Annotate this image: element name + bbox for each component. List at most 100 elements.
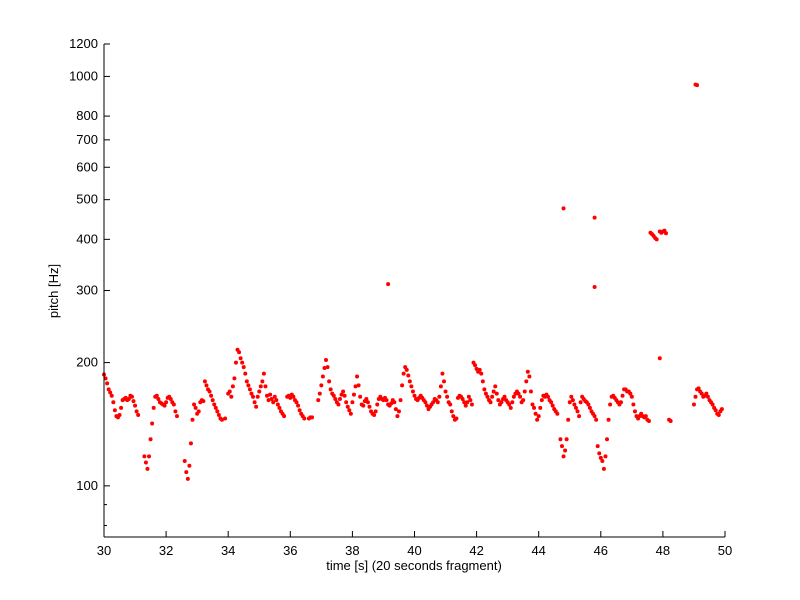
- data-point: [603, 454, 608, 459]
- data-point: [147, 454, 152, 459]
- data-point: [555, 411, 560, 416]
- data-point: [493, 384, 498, 389]
- data-point: [479, 371, 484, 376]
- data-point: [440, 371, 445, 376]
- data-point: [410, 389, 415, 394]
- data-point: [331, 393, 336, 398]
- data-point: [393, 407, 398, 412]
- data-point: [296, 403, 301, 408]
- y-tick-label: 1200: [69, 36, 98, 51]
- y-tick-label: 800: [76, 108, 98, 123]
- data-point: [473, 363, 478, 368]
- y-tick-label: 500: [76, 192, 98, 207]
- data-point: [297, 408, 302, 413]
- data-point: [347, 408, 352, 413]
- data-point: [406, 373, 411, 378]
- data-point: [482, 387, 487, 392]
- data-point: [364, 396, 369, 401]
- data-point: [395, 414, 400, 419]
- data-point: [449, 409, 454, 414]
- data-point: [291, 394, 296, 399]
- data-point: [563, 448, 568, 453]
- data-point: [525, 369, 530, 374]
- data-point: [268, 392, 273, 397]
- data-point: [704, 391, 709, 396]
- data-point: [539, 398, 544, 403]
- data-point: [407, 379, 412, 384]
- data-point: [257, 389, 262, 394]
- axes: 30 32 34 36 38 40 42 44 46 48 50 100 200 300 400 500 600…: [69, 36, 732, 558]
- data-point: [600, 459, 605, 463]
- data-point: [230, 384, 235, 389]
- data-point: [342, 393, 347, 398]
- data-point: [209, 393, 214, 398]
- data-point: [654, 237, 659, 242]
- data-point: [442, 379, 446, 384]
- data-point: [448, 402, 453, 407]
- data-point: [592, 284, 597, 289]
- data-point: [389, 401, 394, 406]
- data-point: [274, 398, 279, 403]
- data-point: [445, 394, 450, 399]
- data-point: [317, 391, 322, 396]
- data-point: [386, 282, 391, 287]
- data-point: [266, 398, 271, 403]
- data-point: [103, 376, 108, 381]
- data-point: [564, 437, 569, 442]
- y-tick-label: 100: [76, 478, 98, 493]
- data-point: [628, 391, 633, 396]
- data-point: [319, 383, 324, 388]
- data-point: [559, 444, 564, 449]
- x-tick-label: 44: [531, 543, 545, 558]
- data-point: [204, 383, 209, 388]
- data-point: [151, 405, 156, 410]
- data-point: [148, 437, 153, 442]
- data-point: [605, 437, 610, 442]
- data-point: [241, 365, 246, 370]
- data-point: [187, 463, 192, 468]
- data-point: [174, 414, 179, 419]
- data-point: [213, 405, 218, 410]
- data-point: [606, 417, 611, 422]
- data-point: [356, 383, 361, 388]
- data-point: [216, 412, 221, 417]
- data-point: [244, 379, 249, 384]
- data-point: [465, 400, 470, 405]
- data-point: [567, 400, 572, 405]
- data-point: [143, 460, 148, 465]
- data-point: [524, 379, 529, 384]
- data-point: [277, 405, 282, 410]
- data-point: [210, 398, 215, 403]
- data-point: [631, 402, 636, 407]
- x-tick-label: 36: [283, 543, 297, 558]
- data-point: [463, 403, 468, 408]
- data-point: [586, 402, 591, 407]
- data-point: [249, 391, 254, 396]
- data-point: [620, 393, 625, 398]
- data-point: [535, 417, 540, 422]
- data-point: [643, 414, 648, 419]
- x-tick-label: 46: [594, 543, 608, 558]
- data-point: [572, 402, 577, 407]
- data-point: [469, 402, 474, 407]
- data-point: [227, 389, 232, 394]
- data-point: [310, 415, 315, 420]
- data-points: [102, 82, 724, 481]
- data-point: [538, 405, 543, 410]
- data-point: [618, 400, 623, 405]
- data-point: [423, 400, 428, 405]
- data-point: [111, 400, 116, 405]
- data-point: [412, 393, 417, 398]
- data-point: [719, 407, 724, 412]
- data-point: [409, 384, 414, 389]
- data-point: [516, 391, 521, 396]
- data-point: [263, 384, 268, 389]
- data-point: [238, 356, 243, 361]
- data-point: [190, 417, 195, 422]
- data-point: [233, 360, 238, 365]
- data-point: [202, 379, 207, 384]
- data-point: [657, 356, 662, 361]
- data-point: [527, 374, 532, 379]
- data-point: [705, 394, 710, 399]
- data-point: [491, 389, 496, 394]
